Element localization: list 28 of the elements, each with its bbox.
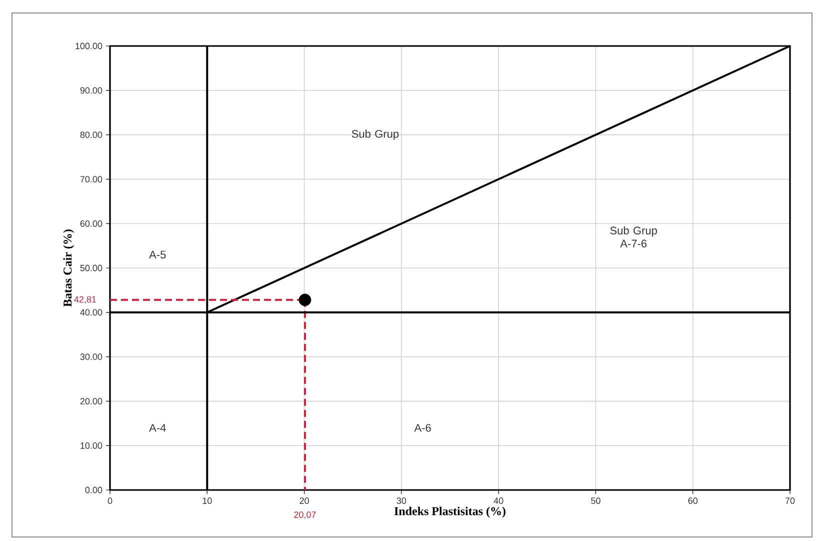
x-tick-label: 70: [785, 498, 795, 504]
y-tick-label: 0.00: [85, 486, 102, 494]
y-tick-label: 60.00: [80, 220, 102, 227]
y-tick-label: 70.00: [80, 176, 102, 182]
x-tick-label: 10: [202, 498, 212, 504]
y-tick-label: 30.00: [80, 354, 102, 360]
y-tick-label: 10.00: [80, 442, 102, 449]
x-axis-title: Indeks Plastisitas (%): [394, 506, 506, 518]
annotation: Sub Grup: [352, 130, 399, 140]
text: 42,81: [74, 296, 96, 304]
y-tick-label: 50.00: [80, 264, 102, 272]
x-tick-label: 50: [591, 498, 600, 504]
y-tick-label: 80.00: [80, 132, 102, 138]
x-tick-label: 40: [494, 498, 504, 504]
x-tick-label: 0: [108, 498, 112, 504]
text: 20,07: [294, 512, 316, 519]
y-tick-label: 40.00: [80, 309, 102, 316]
y-tick-label: 100.00: [76, 42, 102, 50]
annotation: A-5: [149, 250, 166, 259]
annotation: A-4: [149, 424, 166, 432]
x-tick-label: 20: [300, 498, 309, 504]
y-axis-title: Batas Cair (%): [63, 230, 74, 307]
y-tick-label: 90.00: [80, 87, 102, 94]
x-tick-label: 30: [396, 498, 406, 504]
annotation: A-6: [414, 424, 431, 432]
y-tick-label: 20.00: [80, 398, 102, 404]
annotation: Sub Grup A-7-6: [610, 226, 657, 248]
x-tick-label: 60: [688, 498, 698, 504]
